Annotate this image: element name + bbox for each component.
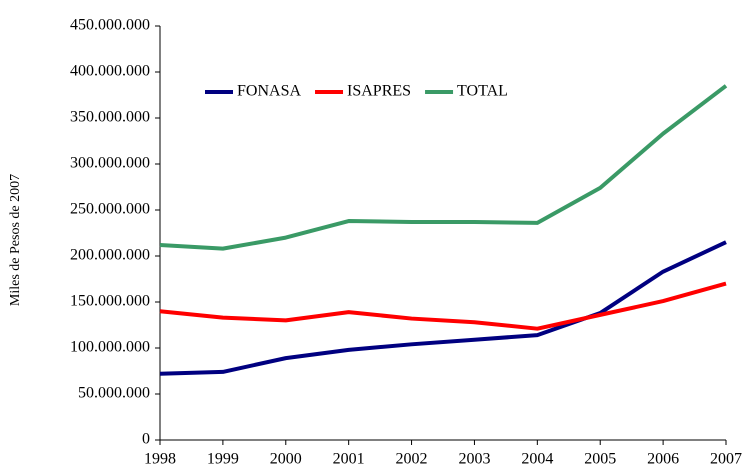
- x-tick-label: 1999: [207, 451, 239, 468]
- y-tick-label: 450.000.000: [70, 17, 150, 34]
- y-tick-label: 0: [142, 431, 150, 448]
- y-tick-label: 50.000.000: [78, 385, 150, 402]
- y-tick-label: 250.000.000: [70, 201, 150, 218]
- y-tick-label: 350.000.000: [70, 109, 150, 126]
- y-tick-label: 200.000.000: [70, 247, 150, 264]
- x-tick-label: 2006: [647, 451, 679, 468]
- y-tick-label: 100.000.000: [70, 339, 150, 356]
- line-series: [159, 281, 727, 331]
- x-tick-label: 2003: [458, 451, 490, 468]
- line-series: [159, 240, 727, 376]
- x-tick-label: 2002: [396, 451, 428, 468]
- legend-label: ISAPRES: [347, 83, 411, 100]
- y-tick-label: 400.000.000: [70, 63, 150, 80]
- legend-label: FONASA: [237, 83, 301, 100]
- x-tick-label: 2001: [333, 451, 365, 468]
- x-tick-label: 2000: [270, 451, 302, 468]
- x-tick-label: 1998: [144, 451, 176, 468]
- y-tick-label: 300.000.000: [70, 155, 150, 172]
- x-tick-label: 2005: [584, 451, 616, 468]
- x-tick-label: 2007: [710, 451, 742, 468]
- y-tick-label: 150.000.000: [70, 293, 150, 310]
- legend-label: TOTAL: [457, 83, 508, 100]
- line-series: [159, 84, 728, 251]
- y-axis-label: Miles de Pesos de 2007: [8, 174, 23, 306]
- x-tick-label: 2004: [521, 451, 553, 468]
